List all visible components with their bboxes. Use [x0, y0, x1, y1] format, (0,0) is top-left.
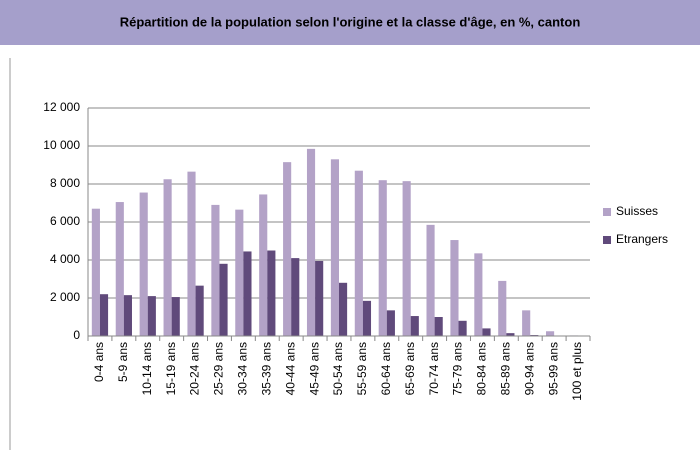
bar: [354, 170, 363, 336]
bar: [378, 180, 387, 336]
bar: [506, 333, 515, 336]
bar: [434, 317, 443, 336]
bar: [91, 208, 100, 336]
x-tick-label: 0-4 ans: [92, 342, 106, 382]
bar: [171, 297, 180, 336]
bar: [259, 194, 268, 336]
x-tick-label: 35-39 ans: [259, 342, 273, 395]
bar: [283, 162, 292, 336]
x-tick-label: 25-29 ans: [212, 342, 226, 395]
bar: [386, 310, 395, 336]
bar: [211, 204, 220, 336]
y-tick-label: 8 000: [50, 176, 80, 190]
legend-swatch: [603, 208, 611, 216]
x-tick-label: 95-99 ans: [546, 342, 560, 395]
x-tick-label: 20-24 ans: [188, 342, 202, 395]
bar: [450, 240, 459, 336]
bar: [474, 253, 483, 336]
title-bar: [0, 0, 700, 45]
bar: [426, 224, 435, 336]
bar: [546, 331, 555, 336]
x-tick-label: 85-89 ans: [499, 342, 513, 395]
bar: [123, 295, 132, 336]
bar: [362, 300, 372, 336]
legend-label: Suisses: [616, 204, 658, 218]
x-tick-label: 75-79 ans: [451, 342, 465, 395]
x-tick-label: 80-84 ans: [475, 342, 489, 395]
bar: [458, 320, 467, 336]
bar: [482, 328, 491, 336]
y-tick-label: 4 000: [50, 252, 80, 266]
bar: [139, 192, 148, 336]
x-tick-label: 100 et plus: [570, 342, 584, 401]
x-tick-label: 10-14 ans: [140, 342, 154, 395]
y-tick-label: 10 000: [43, 138, 80, 152]
bar: [522, 310, 531, 336]
y-tick-label: 6 000: [50, 214, 80, 228]
x-tick-label: 30-34 ans: [236, 342, 250, 395]
x-tick-label: 90-94 ans: [522, 342, 536, 395]
bar: [410, 316, 419, 336]
bar: [339, 282, 348, 336]
x-tick-label: 15-19 ans: [164, 342, 178, 395]
x-tick-label: 50-54 ans: [331, 342, 345, 395]
bar: [315, 260, 324, 336]
bar: [243, 251, 252, 336]
x-tick-label: 55-59 ans: [355, 342, 369, 395]
bar: [291, 258, 300, 336]
x-tick-label: 70-74 ans: [427, 342, 441, 395]
x-tick-label: 65-69 ans: [403, 342, 417, 395]
x-tick-label: 45-49 ans: [307, 342, 321, 395]
bar: [498, 280, 507, 336]
bar: [195, 285, 204, 336]
y-tick-label: 0: [73, 328, 80, 342]
x-tick-label: 40-44 ans: [283, 342, 297, 395]
bar: [219, 263, 228, 336]
y-tick-label: 12 000: [43, 100, 80, 114]
bar: [115, 202, 124, 336]
legend-swatch: [603, 236, 611, 244]
bar: [163, 179, 172, 336]
legend-label: Etrangers: [616, 232, 668, 246]
bar: [187, 171, 196, 336]
bar: [267, 250, 276, 336]
bar: [402, 181, 411, 336]
bar: [330, 159, 339, 336]
bar: [306, 148, 316, 336]
x-tick-label: 60-64 ans: [379, 342, 393, 395]
bar: [235, 209, 244, 336]
bar: [99, 294, 109, 336]
y-tick-label: 2 000: [50, 290, 80, 304]
bar: [147, 296, 156, 336]
x-tick-label: 5-9 ans: [116, 342, 130, 382]
chart-title: Répartition de la population selon l'ori…: [120, 14, 581, 29]
